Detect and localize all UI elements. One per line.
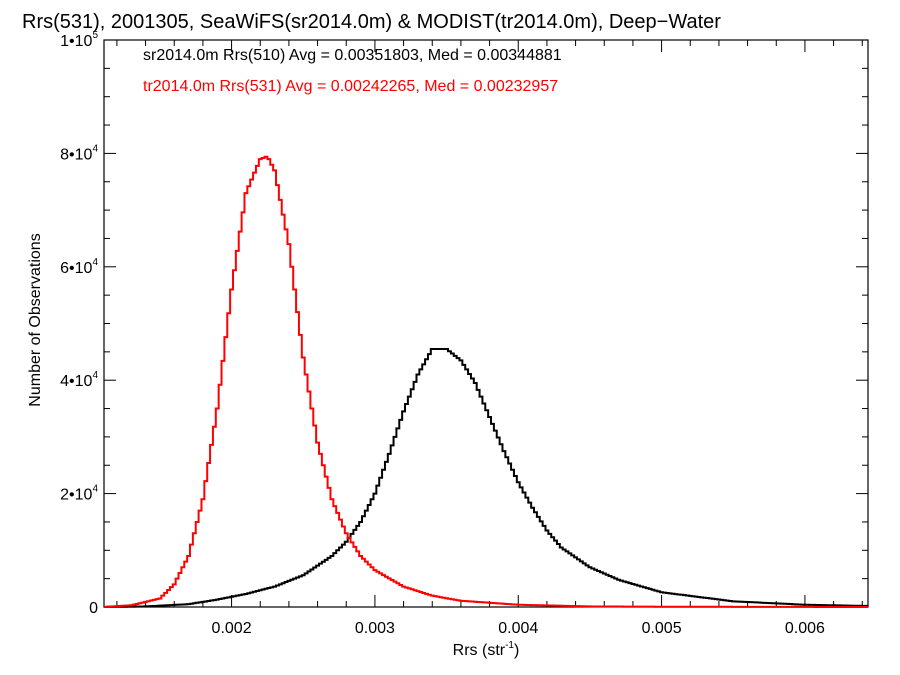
y-tick-label-base: 1•10 [60,33,92,50]
plot-area: 0.002 0.003 0.004 0.005 0.006 02•1044•1046•1… [60,30,869,637]
y-tick-label-base: 6•10 [60,260,92,277]
y-tick-label-base: 0 [89,600,98,617]
y-tick-label-exponent: 4 [92,370,98,381]
y-tick-label-exponent: 4 [92,484,98,495]
y-tick-label: 0 [89,600,98,617]
x-tick-label: 0.002 [212,620,252,637]
series-modist-histogram [104,155,868,608]
y-tick-label: 2•104 [60,484,98,504]
x-axis-label-exponent: -1 [505,640,514,651]
series-seawifs-histogram [104,348,868,608]
x-tick-label: 0.003 [355,620,395,637]
y-tick-label: 8•104 [60,143,98,163]
y-tick-label: 6•104 [60,257,98,277]
y-tick-label: 1•105 [60,30,98,50]
x-tick-label: 0.005 [642,620,682,637]
x-axis-ticks: 0.002 0.003 0.004 0.005 0.006 [116,40,863,637]
y-axis-label: Number of Observations [27,233,44,406]
x-axis-label: Rrs (str-1) [453,640,520,659]
legend-entry-modist: tr2014.0m Rrs(531) Avg = 0.00242265, Med… [143,78,558,95]
x-axis-label-close: ) [514,642,519,659]
y-tick-label-exponent: 4 [92,257,98,268]
y-tick-label-exponent: 5 [92,30,98,41]
x-tick-label: 0.004 [498,620,538,637]
series-layer [104,155,868,608]
x-tick-label: 0.006 [785,620,825,637]
x-axis-label-text: Rrs (str [453,642,506,659]
y-tick-label-base: 4•10 [60,373,92,390]
y-tick-label-exponent: 4 [92,143,98,154]
y-tick-label: 4•104 [60,370,98,390]
chart-title: Rrs(531), 2001305, SeaWiFS(sr2014.0m) & … [22,11,721,33]
y-tick-label-base: 8•10 [60,146,92,163]
legend-entry-seawifs: sr2014.0m Rrs(510) Avg = 0.00351803, Med… [143,47,562,64]
y-tick-label-base: 2•10 [60,487,92,504]
legend: sr2014.0m Rrs(510) Avg = 0.00351803, Med… [143,47,562,95]
